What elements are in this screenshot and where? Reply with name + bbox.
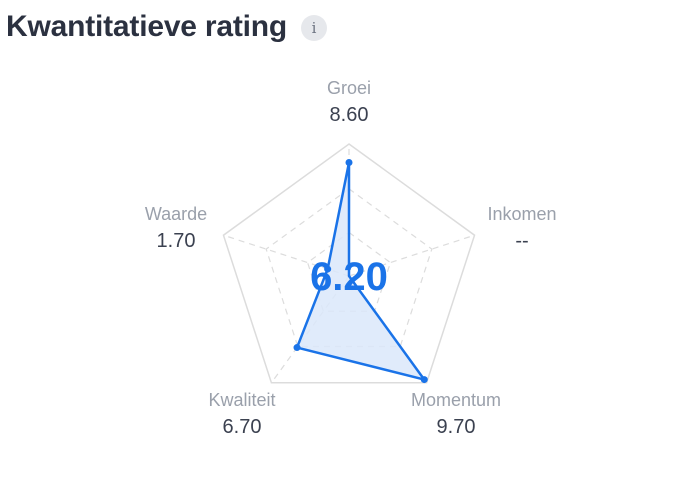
axis-value-waarde: 1.70: [157, 230, 196, 252]
axis-value-kwaliteit: 6.70: [223, 416, 262, 438]
data-point-waarde[interactable]: [324, 265, 332, 273]
axis-value-momentum: 9.70: [437, 416, 476, 438]
axis-name-groei: Groei: [327, 78, 371, 98]
axis-value-inkomen: --: [515, 230, 528, 252]
axis-name-kwaliteit: Kwaliteit: [208, 390, 275, 410]
center-score: 6.20: [310, 255, 388, 299]
axis-name-inkomen: Inkomen: [487, 204, 556, 224]
data-point-groei[interactable]: [345, 158, 353, 166]
grid-outer: [222, 143, 476, 384]
axis-name-momentum: Momentum: [411, 390, 501, 410]
axis-name-waarde: Waarde: [145, 204, 207, 224]
grid-ring-1: [306, 231, 392, 312]
data-point-kwaliteit[interactable]: [293, 344, 301, 352]
header: Kwantitatieve rating i: [6, 8, 328, 46]
series-polygon: [295, 161, 426, 381]
grid-spoke: [348, 234, 475, 277]
info-icon[interactable]: i: [301, 15, 328, 41]
axis-value-groei: 8.60: [330, 104, 369, 126]
page-title: Kwantitatieve rating: [6, 10, 288, 43]
radar-series: [293, 158, 428, 384]
data-point-momentum[interactable]: [420, 376, 428, 384]
axis-labels: Groei 8.60 Inkomen -- Momentum 9.70 Kwaliteit 6…: [145, 78, 557, 438]
